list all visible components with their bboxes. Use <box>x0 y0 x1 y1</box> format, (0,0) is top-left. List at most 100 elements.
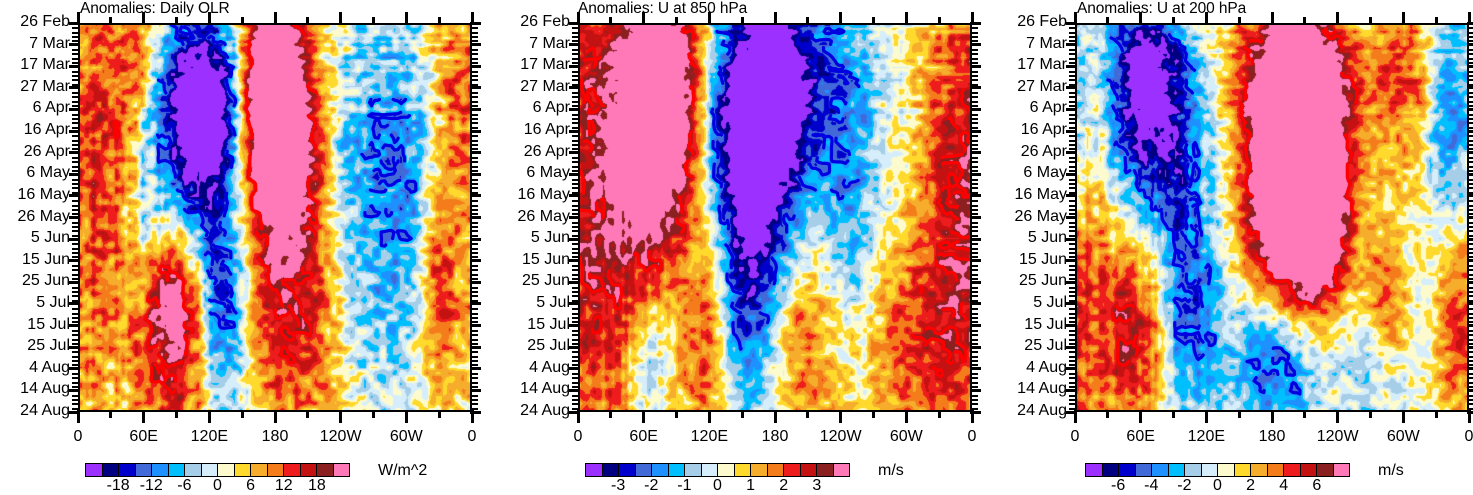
y-tick-minor <box>572 381 579 384</box>
contour-line-negative <box>379 228 396 241</box>
contour-line-positive <box>918 285 924 296</box>
x-tick-minor-top <box>240 17 244 25</box>
contour-line-negative <box>1191 203 1204 237</box>
y-tick-minor <box>572 74 579 77</box>
colorbar-swatch <box>1317 464 1334 476</box>
colorbar-swatch <box>218 464 235 476</box>
y-tick-major <box>1066 345 1077 349</box>
contour-line-positive <box>959 133 967 153</box>
contour-line-positive <box>949 230 970 240</box>
contour-line-positive <box>306 114 317 131</box>
y-tick-major-right <box>970 129 981 133</box>
y-tick-minor-right <box>471 35 478 38</box>
y-tick-minor <box>1069 200 1076 203</box>
y-tick-minor-right <box>1468 213 1473 216</box>
y-tick-major-right <box>1467 151 1473 155</box>
y-tick-minor-right <box>971 360 978 363</box>
y-tick-major-right <box>970 194 981 198</box>
y-tick-label: 16 May <box>1014 185 1067 203</box>
y-tick-minor-right <box>971 351 978 354</box>
colorbar-swatch <box>185 464 202 476</box>
y-tick-minor-right <box>971 113 978 116</box>
contour-line-positive <box>279 346 297 365</box>
plot-area <box>1075 23 1469 412</box>
y-tick-minor <box>572 403 579 406</box>
y-tick-minor-right <box>471 312 478 315</box>
y-tick-minor-right <box>471 213 478 216</box>
y-tick-major <box>69 151 80 155</box>
y-tick-minor <box>72 126 79 129</box>
y-tick-minor-right <box>471 165 478 168</box>
y-tick-minor <box>1069 338 1076 341</box>
y-tick-label: 5 Jun <box>1027 229 1067 247</box>
y-tick-minor-right <box>971 295 978 298</box>
contour-line-positive <box>247 39 254 69</box>
contour-line-negative <box>1284 363 1297 377</box>
y-tick-minor <box>1069 178 1076 181</box>
colorbar-swatch <box>767 464 784 476</box>
y-tick-minor <box>1069 234 1076 237</box>
y-tick-major-right <box>970 151 981 155</box>
y-tick-minor <box>572 191 579 194</box>
y-tick-major-right <box>470 107 481 111</box>
y-tick-minor <box>1069 70 1076 73</box>
x-tick-major <box>404 410 408 423</box>
y-tick-label: 6 Apr <box>32 99 70 117</box>
y-tick-label: 4 Aug <box>529 358 570 376</box>
x-tick-major-top <box>970 12 974 25</box>
colorbar-swatch <box>1102 464 1119 476</box>
x-tick-label: 0 <box>467 428 477 445</box>
y-tick-minor <box>572 221 579 224</box>
y-tick-minor <box>572 187 579 190</box>
x-tick-minor <box>1369 410 1372 418</box>
contour-line-negative <box>367 114 411 121</box>
x-tick-major <box>642 410 646 423</box>
contour-line-positive <box>1321 29 1344 50</box>
colorbar-tick-label: -18 <box>106 477 130 494</box>
y-tick-major <box>69 345 80 349</box>
x-tick-label: 0 <box>1464 428 1473 445</box>
contour-line-positive <box>1242 126 1253 144</box>
colorbar-swatch <box>1185 464 1202 476</box>
y-tick-label: 14 Aug <box>520 380 570 398</box>
y-tick-minor-right <box>1468 208 1473 211</box>
y-tick-major-right <box>970 367 981 371</box>
y-tick-minor-right <box>1468 403 1473 406</box>
contour-line-negative <box>203 250 215 266</box>
contour-line-positive <box>953 349 966 364</box>
y-tick-minor-right <box>471 308 478 311</box>
y-tick-minor-right <box>471 27 478 30</box>
y-tick-minor-right <box>971 321 978 324</box>
y-tick-major <box>569 194 580 198</box>
colorbar-swatch <box>734 464 751 476</box>
y-tick-label: 16 Apr <box>1020 121 1067 139</box>
x-tick-label: 0 <box>967 428 977 445</box>
contour-line-positive <box>1111 311 1131 324</box>
y-tick-major-right <box>470 216 481 219</box>
y-tick-major <box>1066 21 1077 25</box>
contour-line-negative <box>369 204 382 215</box>
y-tick-minor-right <box>971 118 978 121</box>
y-tick-minor <box>72 256 79 259</box>
colorbar-units-label: m/s <box>1378 462 1404 479</box>
y-tick-minor <box>72 399 79 402</box>
y-tick-minor-right <box>971 204 978 207</box>
contour-line-positive <box>310 130 318 150</box>
contour-overlay <box>1106 27 1360 396</box>
panel-title: Anomalies: Daily OLR <box>80 0 230 17</box>
y-tick-minor-right <box>1468 96 1473 99</box>
y-tick-minor-right <box>1468 61 1473 64</box>
y-tick-minor <box>1069 113 1076 116</box>
y-tick-minor-right <box>1468 200 1473 203</box>
y-tick-minor-right <box>471 70 478 73</box>
x-tick-minor <box>806 410 810 418</box>
y-tick-minor-right <box>1468 373 1473 376</box>
contour-line-negative <box>218 220 227 237</box>
y-tick-minor-right <box>971 269 978 272</box>
y-tick-major-right <box>1467 280 1473 284</box>
contour-line-negative <box>1173 327 1205 344</box>
y-tick-label: 26 Feb <box>20 13 70 30</box>
y-tick-minor-right <box>1468 79 1473 82</box>
y-tick-major-right <box>970 302 981 306</box>
y-tick-label: 7 Mar <box>1026 34 1067 52</box>
